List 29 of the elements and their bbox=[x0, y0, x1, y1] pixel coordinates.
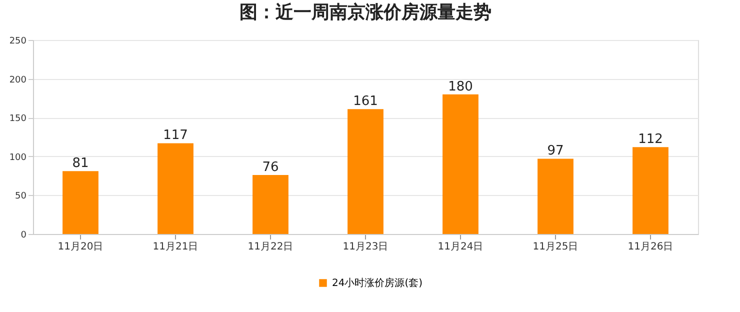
y-tick-label: 0 bbox=[20, 230, 27, 240]
x-tick-label: 11月25日 bbox=[532, 242, 578, 252]
bar bbox=[632, 147, 668, 234]
data-label: 180 bbox=[448, 79, 473, 94]
bar bbox=[158, 143, 194, 234]
x-tick-label: 11月20日 bbox=[58, 242, 104, 252]
bar bbox=[62, 171, 98, 234]
x-tick-label: 11月26日 bbox=[628, 242, 674, 252]
x-tick-label: 11月22日 bbox=[248, 242, 294, 252]
y-tick-label: 250 bbox=[9, 36, 27, 46]
y-tick-label: 100 bbox=[9, 152, 27, 163]
y-tick-label: 50 bbox=[15, 192, 27, 202]
x-tick-label: 11月21日 bbox=[152, 242, 198, 252]
bar bbox=[252, 175, 288, 234]
y-tick-label: 150 bbox=[9, 114, 27, 124]
data-label: 112 bbox=[638, 132, 663, 148]
data-label: 97 bbox=[547, 144, 564, 159]
bar bbox=[442, 94, 478, 234]
data-label: 81 bbox=[72, 156, 89, 172]
x-tick-label: 11月24日 bbox=[438, 242, 484, 252]
data-label: 161 bbox=[353, 94, 378, 110]
data-label: 76 bbox=[262, 160, 279, 176]
x-tick-label: 11月23日 bbox=[342, 242, 388, 252]
chart-title: 图：近一周南京涨价房源量走势 bbox=[240, 2, 492, 23]
y-tick-label: 200 bbox=[9, 75, 27, 86]
legend-label: 24小时涨价房源(套) bbox=[332, 277, 423, 289]
bar bbox=[348, 109, 384, 234]
data-label: 117 bbox=[163, 128, 188, 144]
bar bbox=[538, 158, 574, 234]
